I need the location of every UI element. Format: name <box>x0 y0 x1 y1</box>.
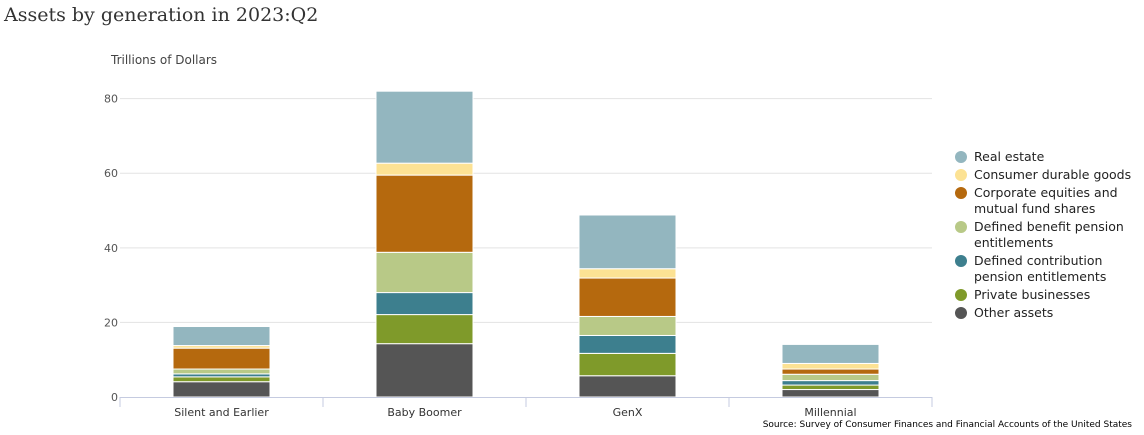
y-tick-label: 0 <box>111 391 118 404</box>
source-note: Source: Survey of Consumer Finances and … <box>762 420 1132 430</box>
bar-stack <box>375 90 474 398</box>
legend-label: Real estate <box>974 149 1045 164</box>
x-tick-label: Silent and Earlier <box>174 406 269 419</box>
legend-swatch <box>955 289 967 301</box>
bar-segment <box>375 90 474 164</box>
bar-stacks <box>172 90 880 398</box>
bar-segment <box>781 343 880 364</box>
x-tick-label: Millennial <box>804 406 856 419</box>
y-tick-label: 80 <box>104 93 118 106</box>
bar-segment <box>172 376 271 383</box>
legend-item[interactable]: Corporate equities and mutual fund share… <box>955 185 1140 217</box>
x-tick-label: Baby Boomer <box>387 406 462 419</box>
legend-item[interactable]: Defined benefit pension entitlements <box>955 219 1140 251</box>
legend-item[interactable]: Defined contribution pension entitlement… <box>955 253 1140 285</box>
bar-segment <box>172 326 271 347</box>
bar-segment <box>578 315 677 336</box>
y-tick-label: 40 <box>104 242 118 255</box>
gridlines <box>120 98 932 323</box>
legend-label: Private businesses <box>974 287 1091 302</box>
bar-segment <box>375 343 474 398</box>
chart-title: Assets by generation in 2023:Q2 <box>4 4 319 26</box>
bar-segment <box>375 251 474 294</box>
bar-segment <box>578 352 677 377</box>
bar-stack <box>781 343 880 398</box>
legend-swatch <box>955 221 967 233</box>
bar-segment <box>375 162 474 176</box>
legend-label: Defined contribution pension entitlement… <box>974 253 1107 284</box>
bar-segment <box>578 214 677 270</box>
bar-segment <box>172 368 271 375</box>
bar-segment <box>578 375 677 398</box>
bar-segment <box>375 292 474 316</box>
bar-segment <box>578 334 677 354</box>
legend-item[interactable]: Private businesses <box>955 287 1140 303</box>
bar-segment <box>172 381 271 398</box>
bar-segment <box>375 174 474 253</box>
y-tick-label: 60 <box>104 167 118 180</box>
legend-swatch <box>955 255 967 267</box>
legend-item[interactable]: Real estate <box>955 149 1140 165</box>
legend-label: Other assets <box>974 305 1054 320</box>
axes: 0 20 40 60 80 Silent and Earlier Baby Boomer Ge… <box>104 93 933 419</box>
legend-swatch <box>955 307 967 319</box>
legend-swatch <box>955 151 967 163</box>
bar-segment <box>781 373 880 382</box>
legend-swatch <box>955 169 967 181</box>
legend-swatch <box>955 187 967 199</box>
bar-stack <box>172 326 271 398</box>
legend-item[interactable]: Consumer durable goods <box>955 167 1140 183</box>
bar-segment <box>578 277 677 317</box>
bar-segment <box>781 380 880 386</box>
bar-stack <box>578 214 677 398</box>
bar-segment <box>781 362 880 370</box>
bar-segment <box>172 347 271 370</box>
y-axis-label: Trillions of Dollars <box>110 53 217 67</box>
bar-segment <box>781 368 880 375</box>
bar-segment <box>781 384 880 391</box>
legend-item[interactable]: Other assets <box>955 305 1140 321</box>
legend-label: Corporate equities and mutual fund share… <box>974 185 1118 216</box>
bar-segment <box>375 314 474 345</box>
legend-label: Consumer durable goods <box>974 167 1132 182</box>
legend: Real estate Consumer durable goods Corpora… <box>955 149 1140 323</box>
y-tick-label: 20 <box>104 316 118 329</box>
bar-segment <box>578 268 677 279</box>
legend-label: Defined benefit pension entitlements <box>974 219 1124 250</box>
bar-segment <box>781 389 880 398</box>
x-tick-label: GenX <box>613 406 643 419</box>
